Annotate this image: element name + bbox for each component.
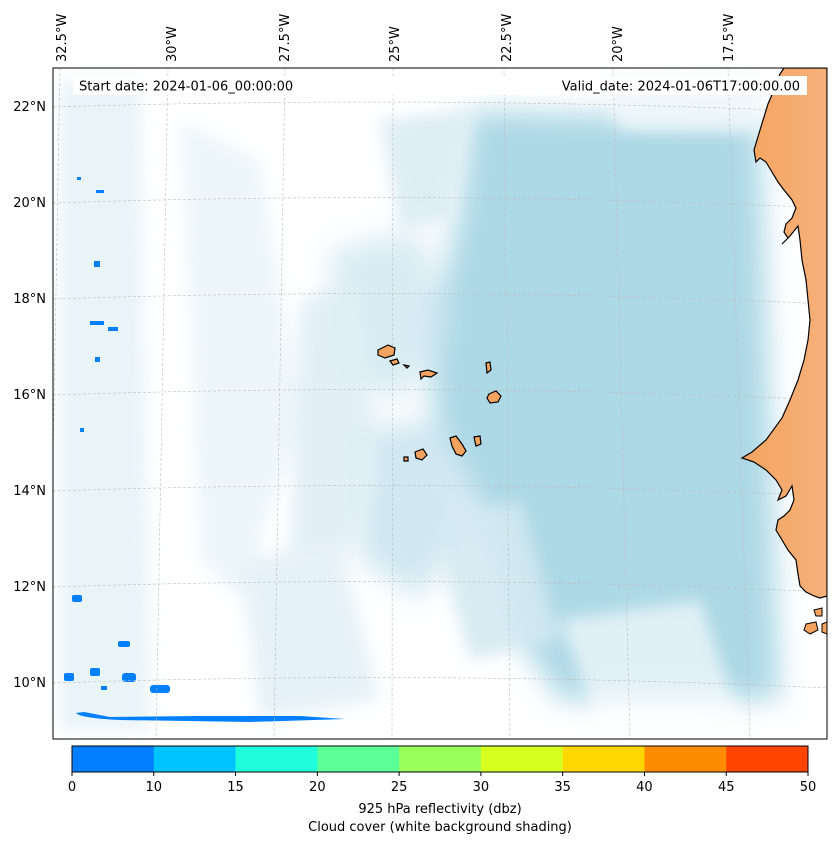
colorbar-label-reflectivity: 925 hPa reflectivity (dbz) (358, 802, 521, 817)
african-coast-land (740, 68, 827, 599)
map-frame (52, 67, 828, 740)
colorbar-tick-label: 50 (800, 780, 817, 795)
colorbar: 0 10 15 20 25 30 35 40 45 50 925 hPa reflectivity… (68, 745, 816, 835)
graticule (53, 68, 827, 739)
colorbar-swatch (235, 746, 318, 772)
island-sao-vicente (388, 358, 400, 366)
colorbar-swatch (153, 746, 237, 772)
cape-verde-islands (377, 344, 502, 462)
lon-label: 20°W (611, 26, 626, 62)
reflectivity-patch (90, 668, 100, 676)
colorbar-swatches (72, 746, 809, 772)
reflectivity-patch (80, 428, 84, 432)
reflectivity-patch (90, 321, 104, 325)
reflectivity-patch (95, 357, 100, 362)
colorbar-tick-label: 40 (636, 780, 653, 795)
reflectivity-patch (96, 190, 104, 193)
colorbar-tick-label: 35 (554, 780, 571, 795)
colorbar-tick-label: 10 (146, 780, 163, 795)
colorbar-tick-label: 30 (473, 780, 490, 795)
lon-label: 27.5°W (278, 14, 293, 62)
reflectivity-patch (108, 327, 118, 331)
colorbar-swatch (72, 746, 155, 772)
reflectivity-patch (118, 641, 130, 647)
reflectivity-band-south (76, 712, 345, 722)
colorbar-swatch (726, 746, 809, 772)
lon-label: 17.5°W (722, 14, 737, 62)
lat-label: 10°N (13, 676, 46, 691)
latitude-labels: 22°N 20°N 18°N 16°N 14°N 12°N 10°N (13, 100, 46, 691)
lon-label: 22.5°W (500, 14, 515, 62)
start-date-label: Start date: 2024-01-06_00:00:00 (79, 80, 293, 95)
colorbar-tick-label: 25 (391, 780, 408, 795)
lat-label: 16°N (13, 388, 46, 403)
reflectivity-patch (77, 177, 81, 180)
bijagos-island (803, 621, 819, 635)
lon-label: 25°W (388, 26, 403, 62)
bijagos-island (821, 621, 827, 635)
colorbar-swatch (399, 746, 482, 772)
colorbar-tick-label: 45 (718, 780, 735, 795)
colorbar-label-cloud-cover: Cloud cover (white background shading) (308, 820, 572, 835)
colorbar-swatch (562, 746, 645, 772)
island-santo-antao (377, 344, 396, 359)
map-area (53, 68, 827, 739)
colorbar-tick-label: 0 (68, 780, 76, 795)
valid-date-label: Valid_date: 2024-01-06T17:00:00.00 (562, 80, 800, 95)
reflectivity-patch (150, 685, 170, 693)
lat-label: 20°N (13, 196, 46, 211)
island-brava (403, 456, 409, 462)
island-boa-vista (486, 390, 502, 404)
lon-label: 30°W (165, 26, 180, 62)
colorbar-swatch (317, 746, 400, 772)
reflectivity-patch (122, 673, 136, 682)
lat-label: 14°N (13, 484, 46, 499)
lat-label: 12°N (13, 580, 46, 595)
info-box (73, 76, 807, 95)
island-santa-luzia (402, 364, 411, 369)
colorbar-swatch (480, 746, 564, 772)
reflectivity-patch (64, 673, 74, 681)
colorbar-swatch (644, 746, 727, 772)
lat-label: 18°N (13, 292, 46, 307)
colorbar-tick-label: 20 (309, 780, 326, 795)
reflectivity-patch (101, 686, 107, 690)
cloud-cover-shading (60, 78, 760, 730)
reflectivity-patches (64, 177, 345, 722)
island-sao-nicolau (419, 369, 439, 381)
reflectivity-patch (72, 595, 82, 602)
lon-label: 32.5°W (55, 14, 70, 62)
reflectivity-patch (94, 261, 100, 267)
island-fogo (414, 448, 428, 461)
island-sal (485, 361, 492, 375)
lat-label: 22°N (13, 100, 46, 115)
colorbar-tick-label: 15 (227, 780, 244, 795)
island-maio (473, 435, 482, 447)
colorbar-frame (71, 745, 809, 773)
colorbar-ticks: 0 10 15 20 25 30 35 40 45 50 (68, 772, 816, 795)
island-santiago (449, 435, 467, 457)
bijagos-island (813, 607, 823, 617)
longitude-labels: 32.5°W 30°W 27.5°W 25°W 22.5°W 20°W 17.5… (55, 14, 737, 62)
